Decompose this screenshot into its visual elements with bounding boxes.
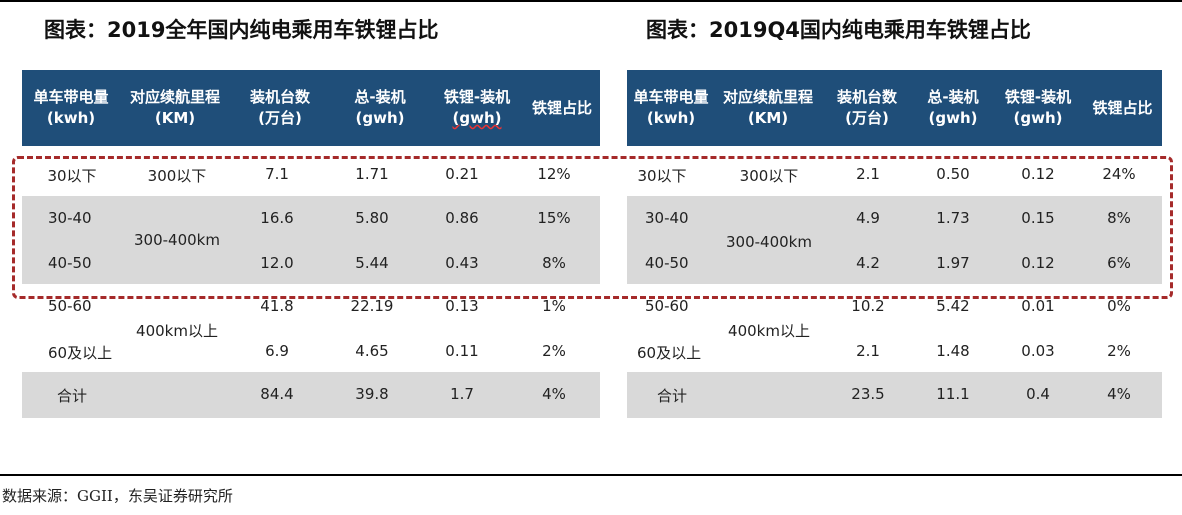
table-cell: 60及以上 — [637, 344, 702, 362]
table-cell: 40-50 — [645, 254, 689, 272]
header-capacity: 单车带电量 (kwh) — [633, 88, 709, 127]
header-lfp: 铁锂-装机 (gwh) — [443, 88, 511, 127]
table-cell: 0.12 — [1021, 254, 1055, 272]
table-cell: 300以下 — [147, 167, 207, 185]
row-shade — [22, 372, 600, 418]
table-cell: 0% — [1107, 297, 1131, 315]
table-cell: 16.6 — [260, 209, 294, 227]
header-units: 装机台数 (万台) — [836, 88, 897, 127]
table-cell: 0.03 — [1021, 342, 1055, 360]
table-cell: 2.1 — [856, 165, 880, 183]
table-cell: 50-60 — [48, 297, 92, 315]
table-cell: 39.8 — [355, 385, 389, 403]
table-cell: 30-40 — [645, 209, 689, 227]
table-cell: 41.8 — [260, 297, 294, 315]
top-rule — [0, 0, 1182, 2]
table-cell: 10.2 — [851, 297, 885, 315]
table-cell: 1.48 — [936, 342, 970, 360]
header-lfp: 铁锂-装机 (gwh) — [1004, 88, 1072, 127]
table-cell: 11.1 — [936, 385, 970, 403]
table-cell: 4.65 — [355, 342, 389, 360]
table-cell: 50-60 — [645, 297, 689, 315]
table-cell: 1.73 — [936, 209, 970, 227]
table-cell: 300以下 — [739, 167, 799, 185]
table-cell: 0.12 — [1021, 165, 1055, 183]
table-cell: 30以下 — [47, 167, 97, 185]
table-cell: 8% — [1107, 209, 1131, 227]
table-cell: 60及以上 — [48, 344, 113, 362]
highlight-box — [12, 156, 1173, 299]
table-cell: 4.9 — [856, 209, 880, 227]
table-title-q4: 图表：2019Q4国内纯电乘用车铁锂占比 — [646, 18, 1031, 42]
table-cell: 0.21 — [445, 165, 479, 183]
header-total: 总-装机 (gwh) — [354, 88, 406, 127]
table-cell: 2% — [1107, 342, 1131, 360]
table-cell: 40-50 — [48, 254, 92, 272]
table-cell: 8% — [542, 254, 566, 272]
table-cell: 4% — [542, 385, 566, 403]
table-cell: 1% — [542, 297, 566, 315]
table-cell: 1.71 — [355, 165, 389, 183]
table-cell: 23.5 — [851, 385, 885, 403]
table-cell: 12% — [537, 165, 571, 183]
header-range: 对应续航里程 (KM) — [129, 88, 220, 127]
table-cell: 5.44 — [355, 254, 389, 272]
header-capacity: 单车带电量 (kwh) — [33, 88, 109, 127]
table-cell: 22.19 — [350, 297, 394, 315]
table-cell: 12.0 — [260, 254, 294, 272]
table-cell: 6% — [1107, 254, 1131, 272]
table-cell: 1.7 — [450, 385, 474, 403]
row-shade — [627, 196, 1162, 284]
table-cell: 300-400km — [726, 233, 812, 251]
table-cell: 2% — [542, 342, 566, 360]
table-cell: 0.01 — [1021, 297, 1055, 315]
table-cell: 0.43 — [445, 254, 479, 272]
table-cell: 2.1 — [856, 342, 880, 360]
divider-rule — [0, 474, 1182, 476]
table-cell: 0.11 — [445, 342, 479, 360]
table-title-annual: 图表：2019全年国内纯电乘用车铁锂占比 — [44, 18, 439, 42]
table-cell: 0.13 — [445, 297, 479, 315]
table-header: 单车带电量 (kwh) 对应续航里程 (KM) 装机台数 (万台) 总-装机 (gwh)… — [22, 70, 600, 146]
table-cell: 1.97 — [936, 254, 970, 272]
table-cell: 30以下 — [637, 167, 687, 185]
header-share: 铁锂占比 — [531, 98, 592, 117]
table-cell: 0.4 — [1026, 385, 1050, 403]
row-shade — [627, 372, 1162, 418]
table-cell: 0.15 — [1021, 209, 1055, 227]
table-cell: 4.2 — [856, 254, 880, 272]
header-share: 铁锂占比 — [1092, 98, 1153, 117]
table-cell: 合计 — [656, 387, 688, 405]
table-cell: 400km以上 — [136, 322, 218, 340]
table-cell: 5.80 — [355, 209, 389, 227]
table-cell: 4% — [1107, 385, 1131, 403]
table-cell: 合计 — [56, 387, 88, 405]
table-header: 单车带电量 (kwh) 对应续航里程 (KM) 装机台数 (万台) 总-装机 (gwh)… — [627, 70, 1162, 146]
table-cell: 7.1 — [265, 165, 289, 183]
table-cell: 0.50 — [936, 165, 970, 183]
table-cell: 84.4 — [260, 385, 294, 403]
table-cell: 15% — [537, 209, 571, 227]
table-cell: 300-400km — [134, 231, 220, 249]
header-total: 总-装机 (gwh) — [927, 88, 979, 127]
table-cell: 30-40 — [48, 209, 92, 227]
header-range: 对应续航里程 (KM) — [722, 88, 813, 127]
table-cell: 24% — [1102, 165, 1136, 183]
header-units: 装机台数 (万台) — [249, 88, 310, 127]
table-cell: 0.86 — [445, 209, 479, 227]
table-cell: 400km以上 — [728, 322, 810, 340]
table-cell: 5.42 — [936, 297, 970, 315]
table-cell: 6.9 — [265, 342, 289, 360]
row-shade — [22, 196, 600, 284]
source-note: 数据来源：GGII，东吴证券研究所 — [2, 487, 233, 505]
